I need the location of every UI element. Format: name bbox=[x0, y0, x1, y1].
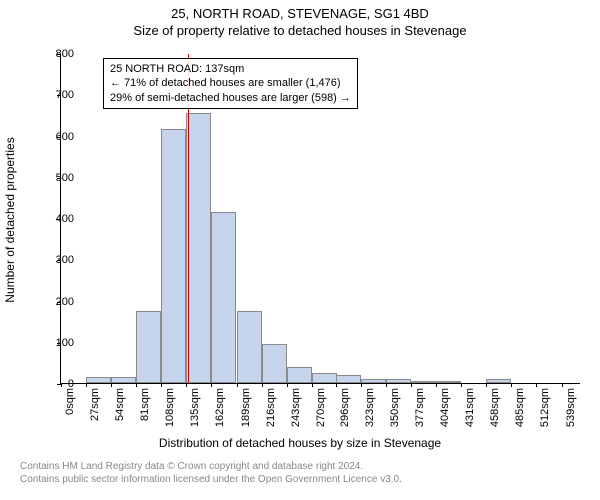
ytick-label: 600 bbox=[34, 131, 74, 143]
xtick-label: 162sqm bbox=[214, 388, 226, 427]
xtick-mark bbox=[211, 383, 212, 387]
histogram-bar bbox=[161, 129, 186, 383]
ytick-label: 0 bbox=[34, 378, 74, 390]
credit-text: Contains HM Land Registry data © Crown c… bbox=[20, 460, 402, 486]
histogram-bar bbox=[237, 311, 262, 383]
xtick-label: 377sqm bbox=[414, 388, 426, 427]
ytick-label: 200 bbox=[34, 296, 74, 308]
xtick-label: 0sqm bbox=[64, 388, 76, 415]
xtick-mark bbox=[461, 383, 462, 387]
xtick-label: 216sqm bbox=[265, 388, 277, 427]
plot-region: 25 NORTH ROAD: 137sqm← 71% of detached h… bbox=[60, 54, 580, 384]
xtick-mark bbox=[312, 383, 313, 387]
ytick-label: 400 bbox=[34, 213, 74, 225]
xtick-mark bbox=[562, 383, 563, 387]
histogram-bar bbox=[111, 377, 136, 383]
xtick-label: 27sqm bbox=[89, 388, 101, 421]
xtick-label: 512sqm bbox=[539, 388, 551, 427]
xtick-mark bbox=[411, 383, 412, 387]
xtick-label: 108sqm bbox=[164, 388, 176, 427]
xtick-mark bbox=[436, 383, 437, 387]
chart-area: 25 NORTH ROAD: 137sqm← 71% of detached h… bbox=[60, 54, 580, 384]
xtick-mark bbox=[287, 383, 288, 387]
ytick-label: 500 bbox=[34, 172, 74, 184]
ytick-label: 800 bbox=[34, 48, 74, 60]
xtick-mark bbox=[262, 383, 263, 387]
xtick-label: 323sqm bbox=[364, 388, 376, 427]
credit-line-1: Contains HM Land Registry data © Crown c… bbox=[20, 460, 402, 473]
xtick-label: 189sqm bbox=[240, 388, 252, 427]
histogram-bar bbox=[287, 367, 312, 384]
xtick-mark bbox=[111, 383, 112, 387]
y-axis-label: Number of detached properties bbox=[3, 137, 17, 302]
histogram-bar bbox=[262, 344, 287, 383]
xtick-label: 431sqm bbox=[464, 388, 476, 427]
histogram-bar bbox=[211, 212, 236, 383]
xtick-mark bbox=[186, 383, 187, 387]
xtick-mark bbox=[237, 383, 238, 387]
annotation-box: 25 NORTH ROAD: 137sqm← 71% of detached h… bbox=[103, 58, 358, 109]
annotation-line: 25 NORTH ROAD: 137sqm bbox=[110, 62, 351, 76]
xtick-mark bbox=[361, 383, 362, 387]
histogram-bar bbox=[411, 381, 436, 383]
chart-container: 25, NORTH ROAD, STEVENAGE, SG1 4BD Size … bbox=[0, 0, 600, 500]
xtick-label: 404sqm bbox=[439, 388, 451, 427]
histogram-bar bbox=[136, 311, 161, 383]
ytick-label: 100 bbox=[34, 337, 74, 349]
histogram-bar bbox=[336, 375, 361, 383]
ytick-label: 700 bbox=[34, 89, 74, 101]
histogram-bar bbox=[436, 381, 461, 383]
histogram-bar bbox=[361, 379, 386, 383]
xtick-mark bbox=[161, 383, 162, 387]
histogram-bar bbox=[186, 113, 211, 383]
subtitle: Size of property relative to detached ho… bbox=[0, 21, 600, 38]
xtick-mark bbox=[486, 383, 487, 387]
histogram-bar bbox=[486, 379, 511, 383]
xtick-mark bbox=[386, 383, 387, 387]
xtick-label: 243sqm bbox=[290, 388, 302, 427]
histogram-bar bbox=[386, 379, 411, 383]
xtick-label: 296sqm bbox=[339, 388, 351, 427]
xtick-mark bbox=[536, 383, 537, 387]
address-title: 25, NORTH ROAD, STEVENAGE, SG1 4BD bbox=[0, 0, 600, 21]
xtick-label: 485sqm bbox=[514, 388, 526, 427]
xtick-label: 81sqm bbox=[139, 388, 151, 421]
xtick-label: 270sqm bbox=[315, 388, 327, 427]
xtick-mark bbox=[336, 383, 337, 387]
xtick-mark bbox=[86, 383, 87, 387]
annotation-line: 29% of semi-detached houses are larger (… bbox=[110, 91, 351, 105]
xtick-label: 350sqm bbox=[389, 388, 401, 427]
ytick-label: 300 bbox=[34, 254, 74, 266]
xtick-mark bbox=[511, 383, 512, 387]
x-axis-label: Distribution of detached houses by size … bbox=[0, 436, 600, 450]
xtick-mark bbox=[136, 383, 137, 387]
xtick-label: 458sqm bbox=[489, 388, 501, 427]
xtick-label: 54sqm bbox=[114, 388, 126, 421]
histogram-bar bbox=[86, 377, 111, 383]
credit-line-2: Contains public sector information licen… bbox=[20, 473, 402, 486]
histogram-bar bbox=[312, 373, 337, 383]
xtick-label: 135sqm bbox=[189, 388, 201, 427]
annotation-line: ← 71% of detached houses are smaller (1,… bbox=[110, 76, 351, 90]
xtick-label: 539sqm bbox=[565, 388, 577, 427]
